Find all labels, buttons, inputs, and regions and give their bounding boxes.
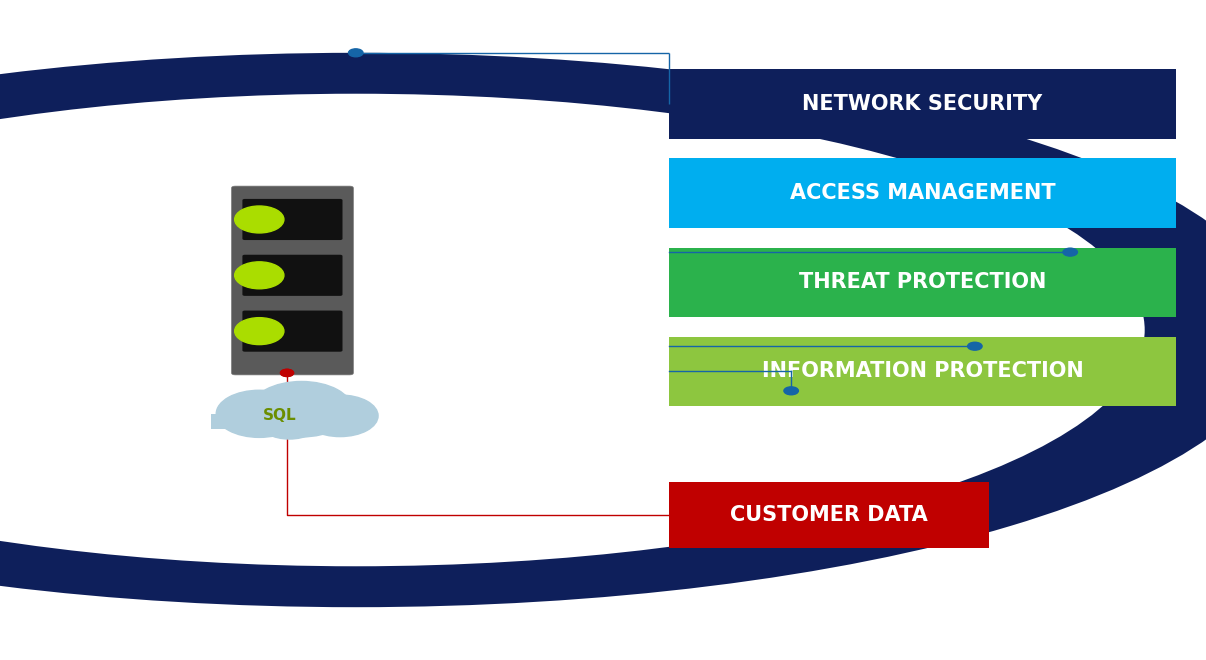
- Ellipse shape: [0, 223, 713, 437]
- FancyBboxPatch shape: [242, 311, 343, 352]
- Ellipse shape: [0, 102, 1116, 558]
- FancyBboxPatch shape: [211, 414, 350, 429]
- Ellipse shape: [0, 144, 977, 516]
- Text: INFORMATION PROTECTION: INFORMATION PROTECTION: [762, 361, 1083, 381]
- Ellipse shape: [0, 94, 1144, 566]
- Circle shape: [967, 343, 982, 350]
- Circle shape: [259, 406, 320, 439]
- Text: THREAT PROTECTION: THREAT PROTECTION: [798, 272, 1047, 292]
- Circle shape: [349, 49, 363, 57]
- Circle shape: [251, 381, 352, 437]
- Circle shape: [281, 370, 293, 376]
- Ellipse shape: [0, 135, 1006, 525]
- Ellipse shape: [0, 177, 867, 483]
- FancyBboxPatch shape: [669, 248, 1176, 317]
- FancyBboxPatch shape: [232, 186, 353, 375]
- Text: ACCESS MANAGEMENT: ACCESS MANAGEMENT: [790, 183, 1055, 203]
- FancyBboxPatch shape: [669, 482, 989, 548]
- Text: SQL: SQL: [263, 408, 297, 422]
- Circle shape: [281, 370, 293, 376]
- Ellipse shape: [0, 53, 1206, 607]
- FancyBboxPatch shape: [669, 337, 1176, 406]
- Circle shape: [235, 317, 283, 345]
- Text: NETWORK SECURITY: NETWORK SECURITY: [802, 94, 1043, 114]
- Circle shape: [216, 390, 303, 438]
- Text: CUSTOMER DATA: CUSTOMER DATA: [731, 505, 927, 525]
- FancyBboxPatch shape: [242, 255, 343, 296]
- FancyBboxPatch shape: [669, 69, 1176, 139]
- FancyBboxPatch shape: [669, 158, 1176, 228]
- Circle shape: [784, 387, 798, 395]
- Circle shape: [1062, 248, 1077, 256]
- FancyBboxPatch shape: [242, 199, 343, 240]
- Circle shape: [235, 206, 283, 233]
- Circle shape: [302, 395, 379, 437]
- Ellipse shape: [0, 219, 726, 441]
- Circle shape: [235, 262, 283, 289]
- Ellipse shape: [0, 186, 836, 474]
